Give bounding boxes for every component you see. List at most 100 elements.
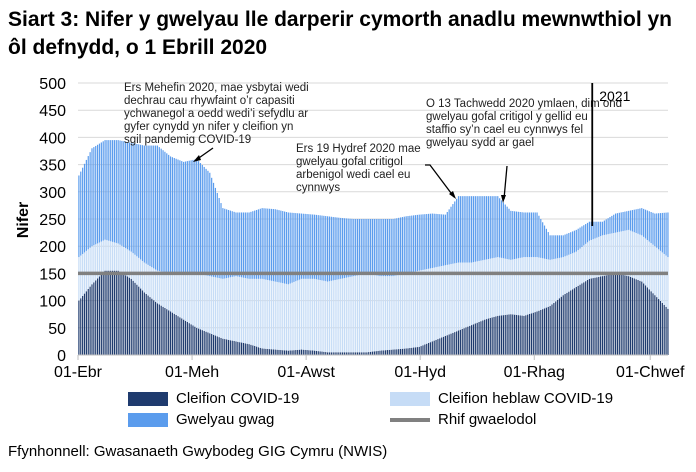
bar-covid (384, 350, 387, 355)
bar-non-covid (377, 275, 379, 351)
bar-non-covid (383, 276, 385, 351)
bar-empty-beds (605, 219, 607, 235)
bar-non-covid (205, 275, 207, 332)
bar-non-covid (214, 277, 217, 336)
bar-non-covid (115, 242, 117, 271)
bar-non-covid (456, 262, 458, 332)
bar-non-covid (624, 230, 626, 276)
bar-non-covid (461, 262, 463, 329)
bar-non-covid (635, 232, 637, 280)
bar-non-covid (160, 271, 162, 306)
bar-covid (325, 352, 327, 355)
bar-covid (154, 301, 157, 355)
bar-empty-beds (246, 212, 248, 279)
bar-covid (560, 296, 562, 355)
bar-covid (661, 302, 663, 355)
bar-non-covid (467, 262, 469, 327)
bar-empty-beds (590, 221, 592, 240)
bar-covid (80, 298, 82, 355)
bar-empty-beds (237, 212, 239, 277)
bar-covid (115, 270, 117, 355)
bar-covid (141, 290, 144, 355)
bar-non-covid (646, 239, 648, 288)
bar-non-covid (319, 280, 321, 352)
bar-empty-beds (186, 161, 188, 274)
bar-non-covid (125, 248, 127, 276)
bar-covid (377, 350, 379, 355)
bar-covid (175, 314, 177, 355)
bar-empty-beds (532, 212, 534, 258)
bar-covid (633, 278, 635, 355)
bar-covid (177, 316, 179, 355)
bar-empty-beds (555, 235, 557, 259)
bar-non-covid (628, 229, 630, 277)
legend-item-baseline: Rhif gwaelodol (390, 411, 536, 428)
bar-non-covid (515, 258, 518, 315)
bar-empty-beds (226, 209, 228, 279)
bar-non-covid (261, 278, 263, 349)
bar-covid (530, 313, 533, 355)
bar-non-covid (652, 244, 654, 294)
bar-covid (540, 309, 542, 355)
bar-non-covid (427, 268, 430, 343)
bar-empty-beds (654, 213, 656, 247)
bar-non-covid (252, 278, 254, 346)
bar-empty-beds (254, 210, 256, 279)
bar-covid (592, 278, 594, 355)
bar-covid (149, 297, 151, 355)
bar-non-covid (665, 255, 667, 307)
bar-covid (93, 282, 95, 355)
bar-covid (521, 315, 523, 355)
annotation-capacity-reduction: ychwanegol a oedd wedi’i sefydlu ar (124, 108, 308, 120)
bar-empty-beds (295, 213, 297, 282)
bar-empty-beds (585, 224, 587, 244)
bar-covid (487, 318, 490, 355)
bar-non-covid (136, 256, 138, 285)
bar-non-covid (551, 259, 553, 305)
bar-empty-beds (581, 226, 583, 247)
bar-covid (117, 270, 119, 355)
bar-covid (450, 333, 452, 355)
annotation-capacity-reduction: gyfer cynydd yn nifer y cleifion yn (124, 121, 293, 133)
bar-covid (89, 286, 91, 355)
bar-covid (366, 352, 368, 355)
bar-non-covid (446, 264, 448, 336)
bar-covid (353, 352, 355, 355)
bar-non-covid (229, 277, 231, 341)
bar-covid (523, 315, 525, 355)
bar-empty-beds (487, 196, 490, 260)
bar-empty-beds (153, 145, 155, 269)
bar-covid (321, 351, 323, 355)
bar-non-covid (493, 257, 495, 317)
bar-non-covid (390, 276, 392, 350)
bar-covid (392, 349, 394, 355)
legend-label-covid: Cleifion COVID-19 (176, 390, 300, 407)
bar-empty-beds (370, 219, 372, 275)
bar-non-covid (293, 281, 295, 351)
bar-covid (194, 326, 196, 355)
bar-empty-beds (87, 156, 89, 250)
bar-covid (171, 312, 173, 355)
bar-non-covid (588, 240, 591, 279)
bar-non-covid (356, 275, 359, 353)
bar-covid (214, 335, 217, 355)
bar-empty-beds (371, 219, 374, 275)
annotation-staffed-beds: gwelyau gofal critigol y gellid eu (426, 111, 588, 123)
bar-non-covid (601, 235, 604, 277)
bar-empty-beds (616, 213, 619, 233)
bar-empty-beds (437, 214, 439, 267)
bar-empty-beds (444, 214, 447, 266)
bar-covid (457, 330, 460, 355)
bar-covid (356, 352, 359, 355)
bar-non-covid (650, 243, 652, 292)
bar-non-covid (325, 281, 327, 353)
bar-non-covid (340, 278, 342, 353)
bar-non-covid (579, 248, 581, 285)
bar-empty-beds (528, 212, 531, 258)
bar-empty-beds (592, 221, 594, 240)
bar-empty-beds (156, 145, 159, 271)
bar-covid (162, 306, 164, 355)
bar-empty-beds (274, 209, 276, 282)
bar-covid (409, 348, 411, 355)
bar-empty-beds (629, 210, 632, 231)
